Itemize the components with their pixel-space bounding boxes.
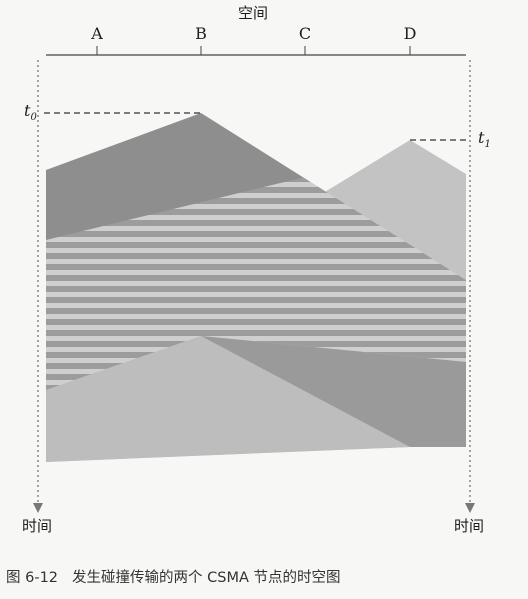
node-label-a: A [91,24,103,43]
time-axis-left-arrow [33,503,43,513]
time-axis-right-arrow [465,503,475,513]
node-label-d: D [403,24,417,43]
collision-overlap-region [46,177,466,390]
figure-caption: 图 6-12 发生碰撞传输的两个 CSMA 节点的时空图 [6,566,355,587]
space-axis-label: 空间 [238,4,269,22]
time-axis-left-label: 时间 [22,517,53,535]
b-after-collision-region [201,336,466,447]
node-label-c: C [298,24,312,43]
t1-label: t1 [478,128,491,151]
time-axis-right-label: 时间 [454,517,485,535]
node-label-b: B [195,24,207,43]
t0-label: t0 [24,101,37,124]
d-lower-region [46,336,410,462]
figure-number: 图 6-12 [6,570,59,586]
figure-caption-text: 发生碰撞传输的两个 CSMA 节点的时空图 [72,570,341,586]
